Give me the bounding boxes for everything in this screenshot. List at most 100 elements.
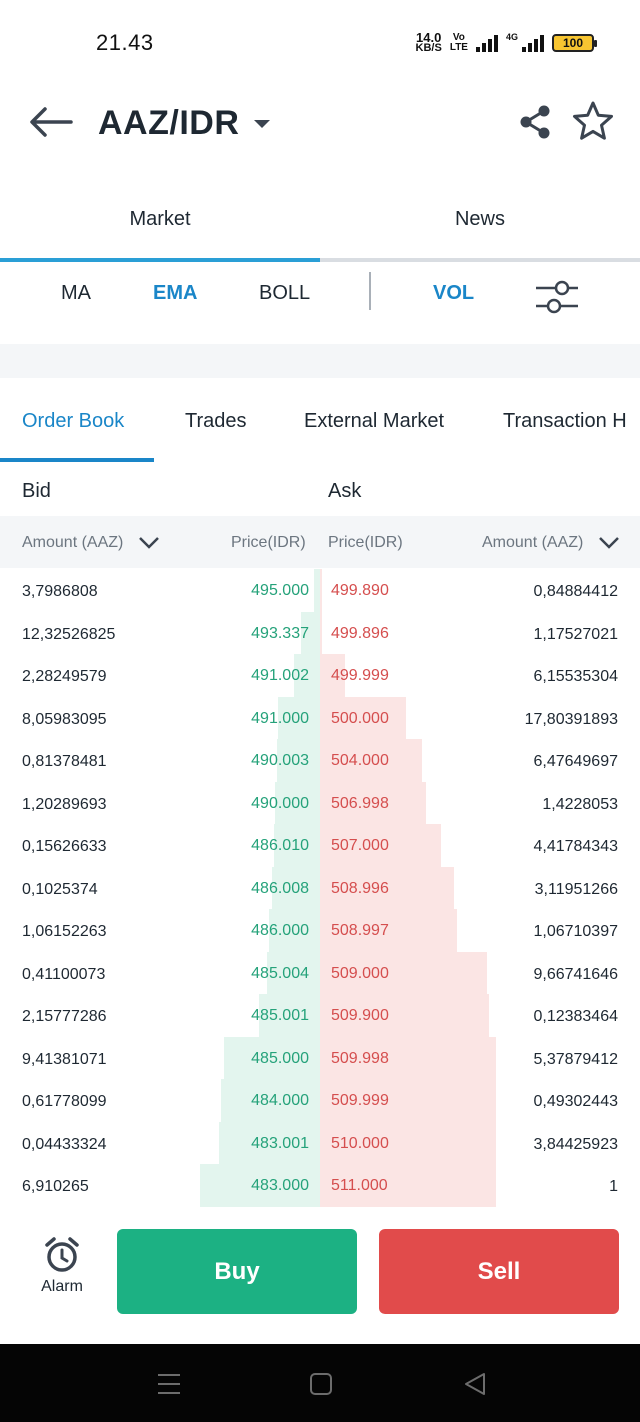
bid-price[interactable]: 483.001 bbox=[251, 1134, 309, 1152]
order-book-row[interactable]: 2,15777286 485.001 509.900 0,12383464 bbox=[0, 994, 640, 1037]
order-book-row[interactable]: 1,20289693 490.000 506.998 1,4228053 bbox=[0, 782, 640, 825]
ask-price[interactable]: 509.998 bbox=[331, 1049, 389, 1067]
tab-market[interactable]: Market bbox=[0, 188, 320, 262]
ask-price[interactable]: 499.896 bbox=[331, 624, 389, 642]
sliders-icon[interactable] bbox=[534, 278, 580, 316]
caret-down-icon[interactable] bbox=[252, 114, 272, 134]
order-book-row[interactable]: 9,41381071 485.000 509.998 5,37879412 bbox=[0, 1037, 640, 1080]
bid-depth-bar bbox=[269, 909, 320, 952]
bid-price[interactable]: 491.002 bbox=[251, 667, 309, 684]
menu-icon[interactable] bbox=[154, 1370, 184, 1398]
tab-transaction-history[interactable]: Transaction H bbox=[503, 410, 627, 432]
ask-price[interactable]: 509.999 bbox=[331, 1092, 389, 1109]
bid-price[interactable]: 486.000 bbox=[251, 922, 309, 939]
bid-amount: 2,28249579 bbox=[22, 668, 107, 685]
ask-amount: 5,37879412 bbox=[533, 1050, 618, 1068]
star-outline-icon[interactable] bbox=[572, 100, 614, 142]
ask-depth-bar bbox=[320, 951, 487, 994]
order-book-row[interactable]: 8,05983095 491.000 500.000 17,80391893 bbox=[0, 697, 640, 740]
bid-amount: 1,20289693 bbox=[22, 795, 107, 813]
ask-price[interactable]: 499.999 bbox=[331, 667, 389, 684]
order-book-row[interactable]: 0,15626633 486.010 507.000 4,41784343 bbox=[0, 824, 640, 867]
section-separator bbox=[0, 344, 640, 378]
ask-price[interactable]: 511.000 bbox=[331, 1177, 388, 1194]
indicator-boll[interactable]: BOLL bbox=[259, 282, 311, 304]
header: AAZ/IDR bbox=[0, 84, 640, 168]
order-book-row[interactable]: 6,910265 483.000 511.000 1 bbox=[0, 1164, 640, 1207]
bid-depth-bar bbox=[314, 569, 320, 612]
ask-price[interactable]: 508.997 bbox=[331, 922, 389, 939]
tab-news[interactable]: News bbox=[320, 188, 640, 262]
order-tab-underline bbox=[0, 458, 154, 462]
bid-price[interactable]: 490.000 bbox=[251, 794, 309, 812]
order-book-row[interactable]: 2,28249579 491.002 499.999 6,15535304 bbox=[0, 654, 640, 697]
sell-button[interactable]: Sell bbox=[379, 1229, 619, 1314]
battery-level: 100 bbox=[562, 36, 584, 50]
indicator-ema[interactable]: EMA bbox=[153, 282, 198, 304]
indicator-ma[interactable]: MA bbox=[61, 282, 91, 304]
bid-price[interactable]: 493.337 bbox=[251, 624, 309, 642]
network-speed-value: 14.0 bbox=[416, 30, 442, 45]
ask-amount-header[interactable]: Amount (AAZ) bbox=[482, 534, 584, 551]
bid-price[interactable]: 485.001 bbox=[251, 1007, 309, 1024]
tab-trades[interactable]: Trades bbox=[185, 410, 247, 432]
bid-price-header: Price(IDR) bbox=[231, 534, 306, 551]
chevron-down-icon[interactable] bbox=[598, 532, 620, 552]
order-book-row[interactable]: 12,32526825 493.337 499.896 1,17527021 bbox=[0, 612, 640, 655]
ask-price[interactable]: 499.890 bbox=[331, 582, 389, 599]
battery-icon: 100 bbox=[552, 34, 597, 52]
ask-price[interactable]: 506.998 bbox=[331, 794, 389, 812]
ask-depth-bar bbox=[320, 1164, 496, 1207]
status-bar: 21.43 14.0 KB/S Vo LTE 4G 100 bbox=[0, 0, 640, 84]
order-book-row[interactable]: 0,61778099 484.000 509.999 0,49302443 bbox=[0, 1079, 640, 1122]
chevron-down-icon[interactable] bbox=[138, 532, 160, 552]
back-button[interactable] bbox=[28, 102, 74, 142]
top-tabs: Market News bbox=[0, 188, 640, 262]
bid-price[interactable]: 483.000 bbox=[251, 1177, 309, 1194]
share-icon[interactable] bbox=[518, 104, 552, 140]
ask-price[interactable]: 509.000 bbox=[331, 964, 389, 982]
ask-depth-bar bbox=[320, 824, 441, 867]
ask-depth-bar bbox=[320, 1121, 496, 1164]
bid-price[interactable]: 486.010 bbox=[251, 837, 309, 854]
alarm-button[interactable]: Alarm bbox=[34, 1236, 90, 1316]
bid-price[interactable]: 495.000 bbox=[251, 582, 309, 599]
ask-price[interactable]: 510.000 bbox=[331, 1134, 389, 1152]
ask-price[interactable]: 509.900 bbox=[331, 1007, 389, 1024]
order-book-row[interactable]: 0,81378481 490.003 504.000 6,47649697 bbox=[0, 739, 640, 782]
bid-amount-header[interactable]: Amount (AAZ) bbox=[22, 534, 124, 551]
ask-price[interactable]: 507.000 bbox=[331, 837, 389, 854]
ask-amount: 3,84425923 bbox=[533, 1135, 618, 1153]
bid-price[interactable]: 490.003 bbox=[251, 752, 309, 769]
order-book-row[interactable]: 0,04433324 483.001 510.000 3,84425923 bbox=[0, 1122, 640, 1165]
bid-price[interactable]: 491.000 bbox=[251, 709, 309, 727]
back-triangle-icon[interactable] bbox=[460, 1370, 490, 1398]
order-book-row[interactable]: 0,1025374 486.008 508.996 3,11951266 bbox=[0, 867, 640, 910]
bid-depth-bar bbox=[224, 1036, 320, 1079]
order-book-column-header: Amount (AAZ) Price(IDR) Price(IDR) Amoun… bbox=[0, 516, 640, 568]
ask-label: Ask bbox=[328, 480, 362, 502]
buy-button[interactable]: Buy bbox=[117, 1229, 357, 1314]
bid-price[interactable]: 484.000 bbox=[251, 1092, 309, 1109]
bid-price[interactable]: 485.004 bbox=[251, 964, 309, 982]
bid-amount: 2,15777286 bbox=[22, 1008, 107, 1025]
bid-label: Bid bbox=[22, 480, 51, 502]
ask-price[interactable]: 504.000 bbox=[331, 752, 389, 769]
order-book-row[interactable]: 0,41100073 485.004 509.000 9,66741646 bbox=[0, 952, 640, 995]
indicator-vol[interactable]: VOL bbox=[433, 282, 475, 304]
order-book-row[interactable]: 3,7986808 495.000 499.890 0,84884412 bbox=[0, 569, 640, 612]
home-square-icon[interactable] bbox=[306, 1370, 336, 1398]
bid-amount: 0,41100073 bbox=[22, 965, 106, 983]
tab-external-market[interactable]: External Market bbox=[304, 410, 445, 432]
bid-price[interactable]: 486.008 bbox=[251, 879, 309, 897]
tab-order-book[interactable]: Order Book bbox=[22, 410, 125, 432]
network-speed-unit: KB/S bbox=[415, 42, 442, 54]
bid-depth-bar bbox=[267, 951, 320, 994]
order-book-row[interactable]: 1,06152263 486.000 508.997 1,06710397 bbox=[0, 909, 640, 952]
bid-price[interactable]: 485.000 bbox=[251, 1049, 309, 1067]
pair-title[interactable]: AAZ/IDR bbox=[98, 104, 240, 142]
ask-depth-bar bbox=[320, 1036, 496, 1079]
ask-price[interactable]: 500.000 bbox=[331, 709, 389, 727]
tab-news-label: News bbox=[454, 208, 505, 230]
ask-price[interactable]: 508.996 bbox=[331, 879, 389, 897]
